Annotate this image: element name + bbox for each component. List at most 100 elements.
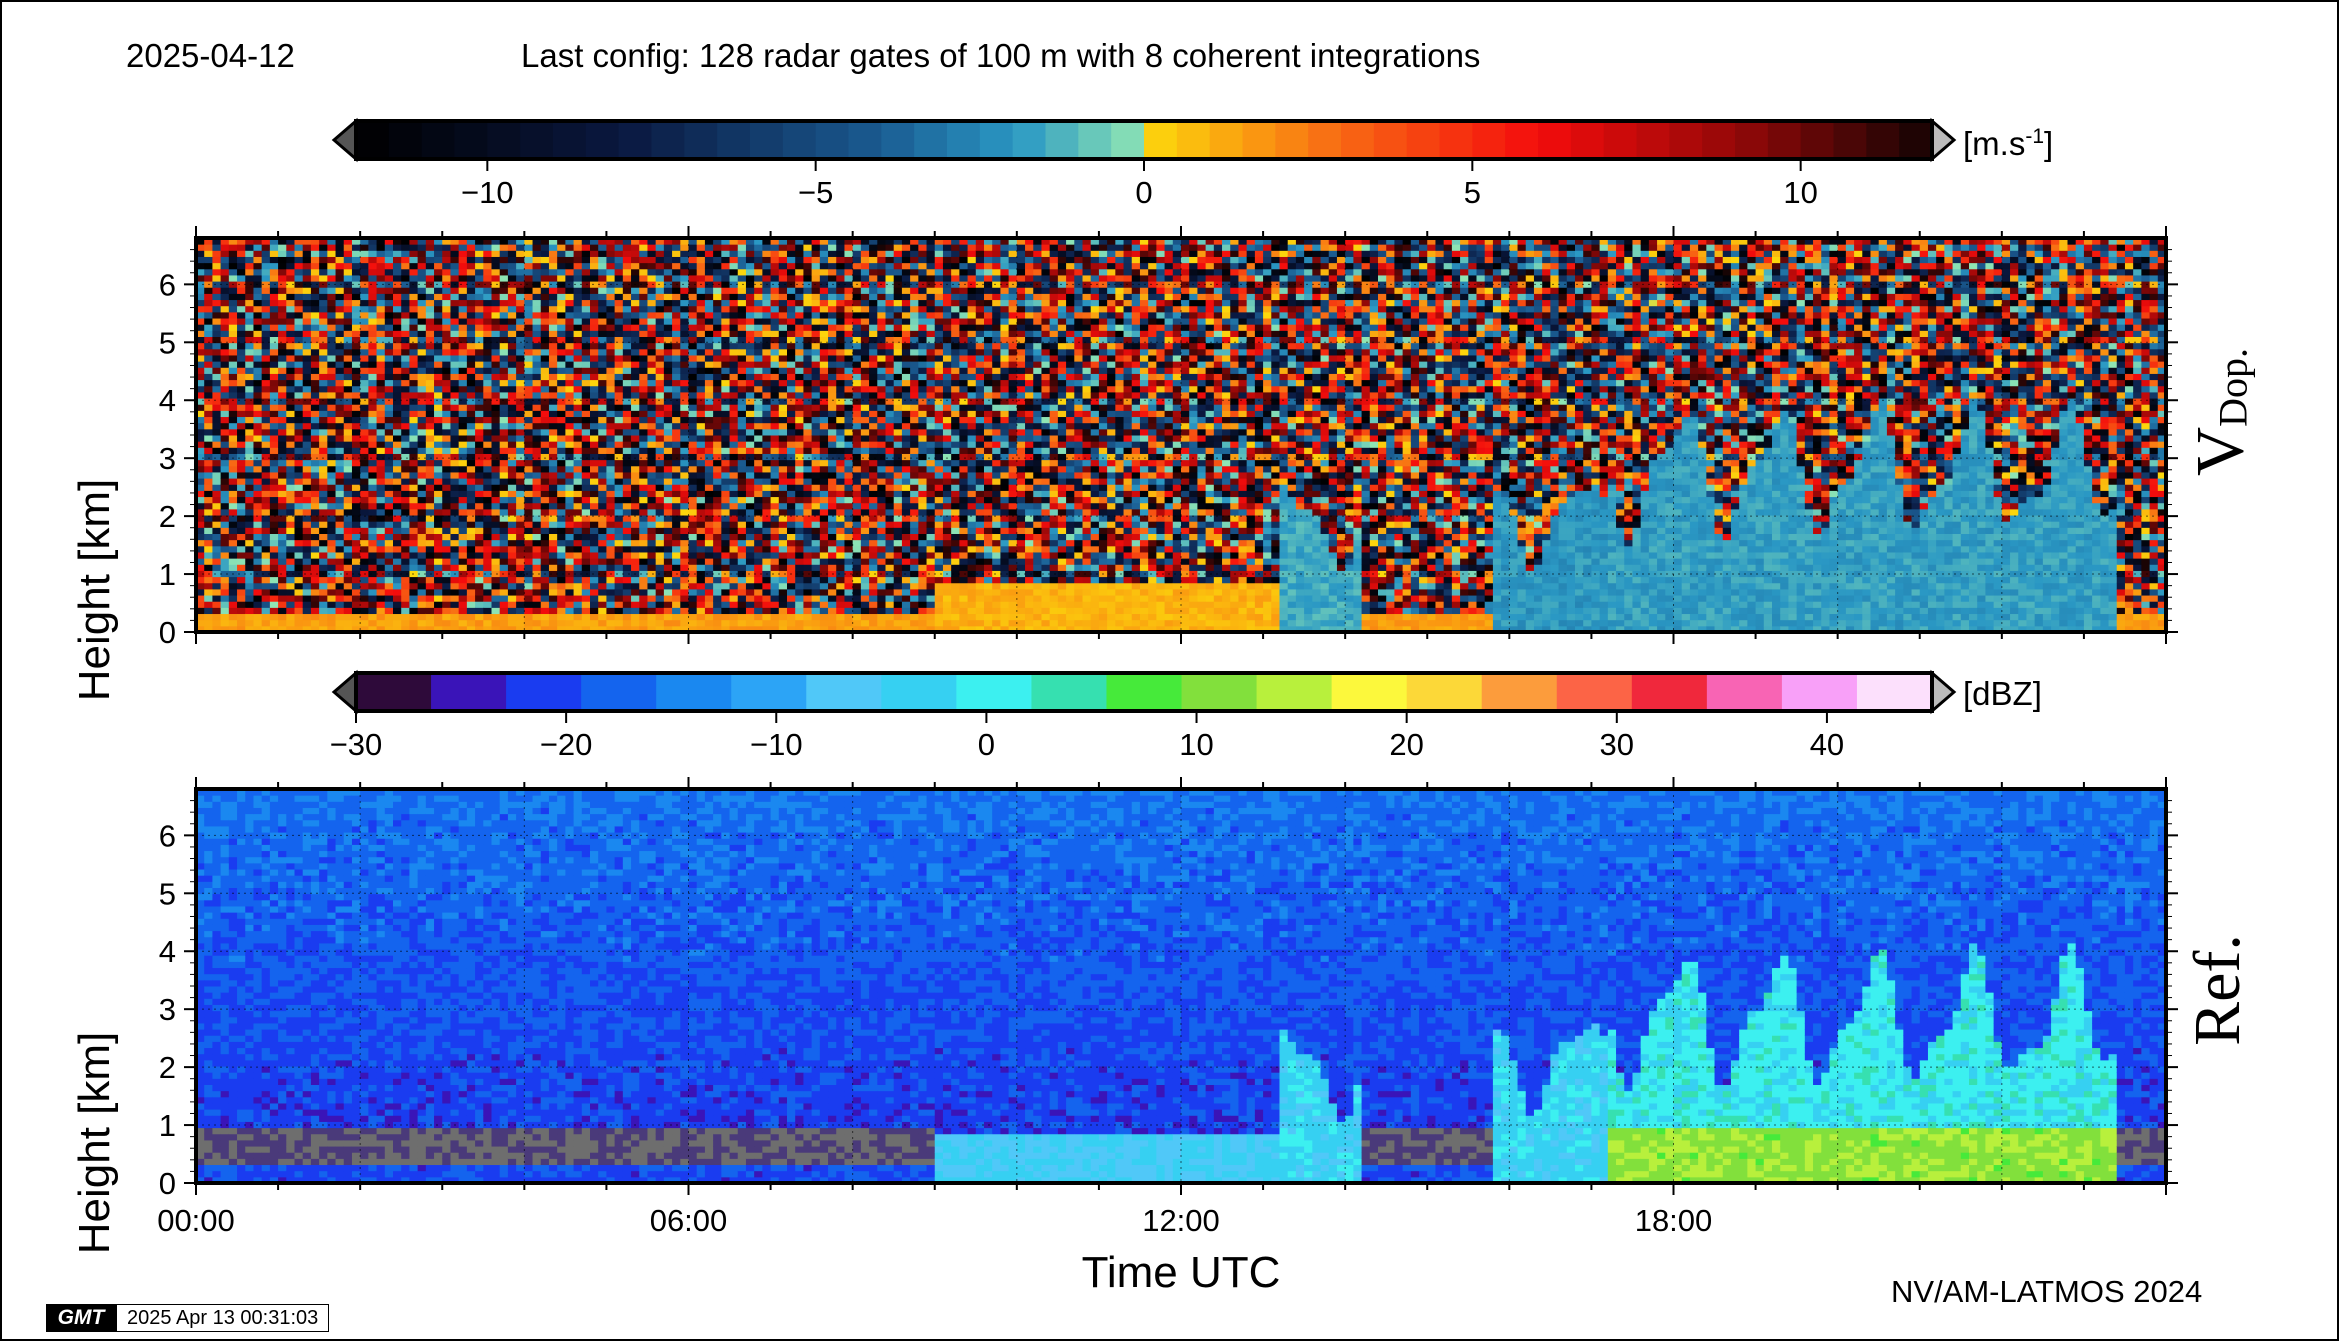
heatmap-cell <box>590 269 599 276</box>
heatmap-cell <box>459 583 468 590</box>
heatmap-cell <box>311 607 320 614</box>
heatmap-cell <box>647 447 656 454</box>
heatmap-cell <box>253 410 262 417</box>
heatmap-cell <box>253 497 262 504</box>
heatmap-cell <box>492 275 501 282</box>
heatmap-cell <box>319 269 328 276</box>
heatmap-cell <box>656 312 665 319</box>
heatmap-cell <box>598 398 607 405</box>
heatmap-cell <box>590 583 599 590</box>
heatmap-cell <box>278 410 287 417</box>
heatmap-cell <box>508 392 517 399</box>
heatmap-cell <box>385 324 394 331</box>
heatmap-cell <box>656 367 665 374</box>
heatmap-cell <box>541 398 550 405</box>
heatmap-cell <box>450 287 459 294</box>
heatmap-cell <box>450 343 459 350</box>
heatmap-cell <box>336 558 345 565</box>
heatmap-cell <box>582 601 591 608</box>
heatmap-cell <box>245 577 254 584</box>
heatmap-cell <box>253 349 262 356</box>
heatmap-cell <box>245 460 254 467</box>
heatmap-cell <box>459 380 468 387</box>
heatmap-cell <box>286 367 295 374</box>
heatmap-cell <box>401 417 410 424</box>
heatmap-cell <box>418 503 427 510</box>
heatmap-cell <box>492 478 501 485</box>
heatmap-cell <box>303 349 312 356</box>
heatmap-cell <box>418 466 427 473</box>
heatmap-cell <box>533 607 542 614</box>
heatmap-cell <box>286 521 295 528</box>
heatmap-cell <box>204 453 213 460</box>
heatmap-cell <box>434 386 443 393</box>
heatmap-cell <box>475 343 484 350</box>
heatmap-cell <box>549 595 558 602</box>
heatmap-cell <box>508 349 517 356</box>
heatmap-cell <box>319 306 328 313</box>
heatmap-cell <box>253 601 262 608</box>
heatmap-cell <box>524 564 533 571</box>
heatmap-cell <box>426 552 435 559</box>
heatmap-cell <box>541 386 550 393</box>
heatmap-cell <box>582 263 591 270</box>
heatmap-cell <box>459 466 468 473</box>
heatmap-cell <box>401 423 410 430</box>
heatmap-cell <box>336 460 345 467</box>
heatmap-cell <box>541 552 550 559</box>
heatmap-cell <box>590 386 599 393</box>
heatmap-cell <box>393 355 402 362</box>
heatmap-cell <box>549 601 558 608</box>
colorbar-cell <box>1407 673 1483 711</box>
heatmap-cell <box>212 466 221 473</box>
heatmap-cell <box>598 472 607 479</box>
heatmap-cell <box>541 509 550 516</box>
heatmap-cell <box>664 417 673 424</box>
heatmap-cell <box>492 472 501 479</box>
heatmap-cell <box>237 386 246 393</box>
heatmap-cell <box>533 589 542 596</box>
heatmap-cell <box>385 343 394 350</box>
heatmap-cell <box>450 564 459 571</box>
heatmap-cell <box>508 540 517 547</box>
heatmap-cell <box>327 607 336 614</box>
heatmap-cell <box>377 386 386 393</box>
heatmap-cell <box>377 503 386 510</box>
heatmap-cell <box>664 460 673 467</box>
heatmap-cell <box>237 614 246 621</box>
heatmap-cell <box>303 244 312 251</box>
heatmap-cell <box>237 577 246 584</box>
heatmap-cell <box>204 404 213 411</box>
heatmap-cell <box>623 312 632 319</box>
heatmap-cell <box>590 515 599 522</box>
heatmap-cell <box>278 361 287 368</box>
heatmap-cell <box>319 386 328 393</box>
heatmap-cell <box>336 398 345 405</box>
heatmap-cell <box>204 589 213 596</box>
heatmap-cell <box>615 497 624 504</box>
heatmap-cell <box>434 564 443 571</box>
heatmap-cell <box>492 589 501 596</box>
heatmap-cell <box>606 453 615 460</box>
heatmap-cell <box>286 460 295 467</box>
heatmap-cell <box>533 472 542 479</box>
heatmap-cell <box>237 509 246 516</box>
heatmap-cell <box>450 546 459 553</box>
heatmap-cell <box>385 306 394 313</box>
heatmap-cell <box>278 509 287 516</box>
heatmap-cell <box>327 355 336 362</box>
heatmap-cell <box>516 398 525 405</box>
heatmap-cell <box>377 472 386 479</box>
heatmap-cell <box>442 293 451 300</box>
heatmap-cell <box>631 534 640 541</box>
heatmap-cell <box>647 349 656 356</box>
heatmap-cell <box>409 349 418 356</box>
heatmap-cell <box>344 546 353 553</box>
heatmap-cell <box>409 441 418 448</box>
heatmap-cell <box>459 417 468 424</box>
heatmap-cell <box>295 256 304 263</box>
heatmap-cell <box>475 398 484 405</box>
heatmap-cell <box>311 515 320 522</box>
heatmap-cell <box>450 503 459 510</box>
heatmap-cell <box>212 441 221 448</box>
